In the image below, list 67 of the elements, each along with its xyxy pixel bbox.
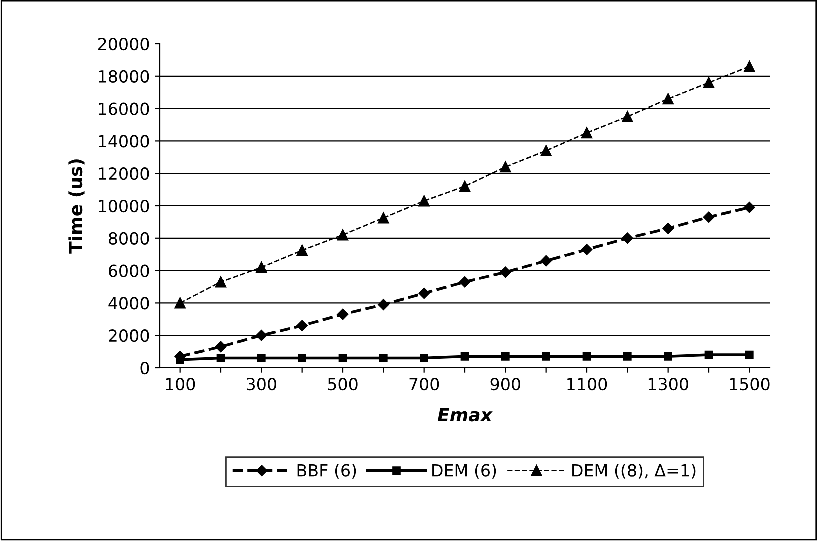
y-tick-label: 16000 [99, 102, 150, 116]
point [420, 354, 428, 362]
y-tick-label: 6000 [109, 264, 150, 278]
point [622, 232, 634, 244]
point [622, 111, 634, 122]
point [500, 162, 512, 173]
point [298, 354, 306, 362]
point [216, 354, 226, 362]
point [746, 350, 754, 360]
legend-label: DEM (6) [432, 464, 496, 479]
point [256, 330, 268, 342]
x-axis-title: Emax [438, 408, 493, 422]
point [215, 341, 227, 353]
x-tick-label: 1100 [568, 378, 608, 391]
y-tick-label: 18000 [99, 70, 150, 83]
point [337, 230, 349, 241]
point [704, 350, 714, 360]
y-tick-label: 0 [140, 362, 150, 375]
point [703, 212, 715, 223]
point [296, 244, 308, 256]
point [744, 61, 756, 72]
x-tick-label: 1300 [648, 378, 688, 391]
x-tick-label: 1500 [730, 378, 770, 391]
legend-label: BBF (6) [298, 464, 356, 479]
point [378, 212, 390, 224]
point [459, 276, 471, 288]
y-tick-label: 14000 [99, 135, 150, 148]
x-tick-label: 700 [410, 378, 440, 391]
point [296, 320, 308, 332]
y-tick-label: 4000 [108, 297, 150, 310]
point [703, 77, 715, 88]
point [624, 352, 632, 361]
point [215, 276, 227, 288]
legend-label: DEM ((8), Δ=1) [572, 464, 696, 479]
y-tick-label: 10000 [99, 200, 150, 213]
point [418, 288, 430, 300]
point [460, 352, 470, 361]
point [540, 255, 552, 267]
point [662, 94, 674, 105]
y-axis-title: Time (us) [68, 160, 85, 254]
point [744, 202, 756, 214]
point [418, 196, 430, 207]
x-tick-label: 300 [247, 378, 276, 391]
point [502, 352, 510, 361]
point [581, 128, 593, 139]
point [337, 308, 349, 320]
point [581, 244, 593, 256]
x-tick-label: 100 [166, 378, 196, 391]
y-tick-label: 2000 [109, 330, 150, 342]
point [459, 181, 471, 192]
point [338, 354, 348, 362]
point [378, 299, 390, 310]
point [662, 223, 674, 234]
x-tick-label: 500 [328, 378, 358, 391]
point [540, 145, 552, 156]
point [542, 352, 550, 361]
point [258, 354, 266, 362]
point [500, 266, 512, 278]
y-tick-label: 12000 [99, 168, 150, 180]
y-tick-label: 20000 [98, 38, 150, 51]
point [380, 354, 388, 362]
point [664, 352, 672, 361]
y-tick-label: 8000 [108, 232, 150, 245]
x-tick-label: 900 [490, 378, 520, 391]
point [256, 262, 268, 274]
point [174, 298, 186, 309]
point [582, 352, 592, 361]
